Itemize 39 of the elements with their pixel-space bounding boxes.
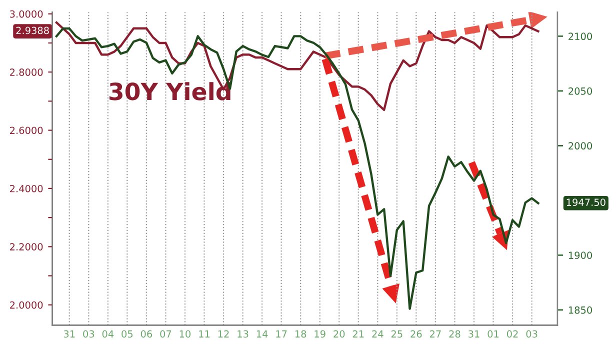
x-tick-label: 27 bbox=[430, 330, 441, 338]
y-tick-label: 2.6000 bbox=[10, 126, 43, 134]
x-tick-label: 31 bbox=[64, 330, 75, 338]
x-tick-label: 04 bbox=[102, 330, 114, 338]
x-tick-label: 20 bbox=[334, 330, 345, 338]
x-tick-label: 28 bbox=[449, 330, 460, 338]
x-tick-label: 25 bbox=[391, 330, 402, 338]
x-tick-label: 12 bbox=[218, 330, 229, 338]
y-tick-label: 2.2000 bbox=[10, 243, 43, 250]
x-tick-label: 03 bbox=[83, 330, 94, 338]
x-tick-label: 21 bbox=[352, 330, 364, 338]
y2-tick-label: 2000 bbox=[568, 142, 592, 150]
text: 1947.50 bbox=[566, 198, 606, 206]
x-tick-label: 19 bbox=[314, 330, 326, 338]
line-series bbox=[55, 27, 540, 310]
y-tick-label: 2.0000 bbox=[10, 301, 43, 309]
x-tick-label: 14 bbox=[256, 330, 268, 338]
x-tick-label: 10 bbox=[180, 330, 191, 338]
x-tick-label: 11 bbox=[199, 330, 210, 338]
x-tick-label: 26 bbox=[410, 330, 422, 338]
x-tick-label: 31 bbox=[468, 330, 480, 338]
y2-tick-label: 2050 bbox=[568, 87, 592, 95]
x-tick-label: 18 bbox=[295, 330, 306, 338]
x-tick-label: 07 bbox=[160, 330, 172, 338]
x-tick-label: 05 bbox=[122, 330, 133, 338]
y2-tick-label: 1900 bbox=[568, 252, 592, 259]
y-tick-label: 3.0000 bbox=[10, 10, 43, 18]
x-tick-label: 01 bbox=[488, 330, 499, 338]
x-tick-label: 24 bbox=[372, 330, 384, 338]
x-tick-label: 13 bbox=[238, 330, 248, 338]
x-tick-label: 06 bbox=[140, 330, 152, 338]
y2-tick-label: 2100 bbox=[568, 32, 592, 40]
y2-tick-label: 1850 bbox=[568, 306, 592, 314]
x-tick-label: 03 bbox=[526, 330, 538, 338]
text: 2.9388 bbox=[16, 26, 49, 34]
x-tick-label: 17 bbox=[276, 330, 287, 338]
y-tick-label: 2.8000 bbox=[10, 68, 43, 76]
y-tick-label: 2.4000 bbox=[10, 184, 43, 192]
x-tick-label: 02 bbox=[506, 330, 518, 338]
